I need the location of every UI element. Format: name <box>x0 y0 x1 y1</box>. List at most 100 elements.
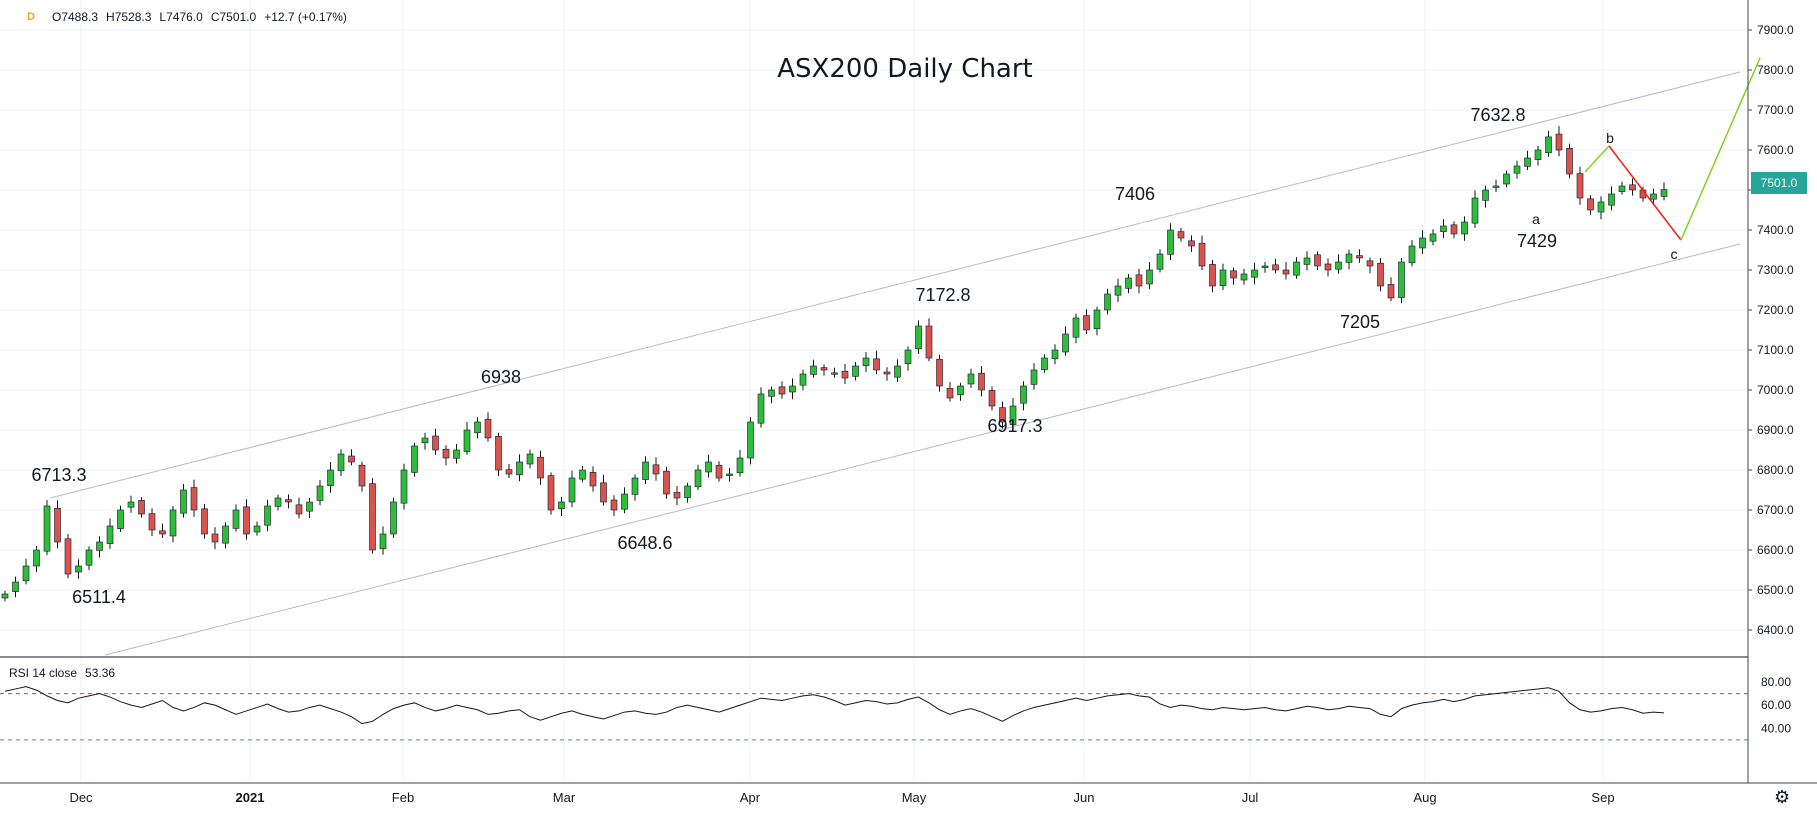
candle <box>1440 219 1447 238</box>
open-value: O7488.3 <box>52 10 99 24</box>
candle-up <box>1114 285 1122 296</box>
candle <box>1156 249 1164 273</box>
candle-up <box>1030 369 1038 385</box>
candle-up <box>1156 253 1164 270</box>
candle <box>169 506 177 543</box>
candle <box>873 350 880 375</box>
candle <box>1408 240 1416 267</box>
candle <box>96 536 103 558</box>
candle <box>337 449 345 476</box>
y-tick-label: 6600.0 <box>1757 543 1794 557</box>
candle-down <box>64 538 72 575</box>
trend-channel <box>49 71 1741 656</box>
candle-up <box>789 385 796 393</box>
x-tick-label: May <box>902 790 927 805</box>
candle <box>915 320 922 354</box>
candle-up <box>117 509 124 530</box>
candle-down <box>285 499 292 503</box>
candle <box>1377 258 1384 292</box>
candle-up <box>1125 277 1132 289</box>
candle <box>831 367 838 378</box>
candle <box>726 468 733 482</box>
candle-down <box>243 506 250 535</box>
candle-up <box>957 385 964 396</box>
candle <box>201 504 208 539</box>
candle-up <box>1093 309 1101 330</box>
candle <box>852 362 859 381</box>
candle-up <box>915 325 922 350</box>
gear-icon[interactable]: ⚙ <box>1774 787 1791 807</box>
candle <box>778 381 786 399</box>
y-tick-label: 7200.0 <box>1757 303 1794 317</box>
candle-down <box>1629 184 1636 191</box>
candle <box>610 495 618 516</box>
candle-down <box>201 508 208 535</box>
candle-up <box>747 421 754 459</box>
candle-down <box>925 325 933 359</box>
candle <box>757 387 765 428</box>
candle <box>400 463 408 510</box>
candle-down <box>358 464 366 487</box>
candle <box>642 456 649 484</box>
candle <box>967 368 975 388</box>
candle <box>75 559 82 579</box>
candle-down <box>610 499 618 511</box>
candle <box>904 346 912 371</box>
candle <box>1429 229 1437 246</box>
rsi-y-tick-label: 80.00 <box>1761 675 1791 689</box>
candle-down <box>1230 270 1237 279</box>
candle-down <box>1387 284 1395 299</box>
candle <box>474 417 481 439</box>
candle-up <box>631 477 639 495</box>
interval-badge[interactable]: D <box>22 8 40 26</box>
x-tick-label: Sep <box>1591 790 1614 805</box>
candle-up <box>1419 237 1426 249</box>
candle-down <box>537 456 544 479</box>
candle-down <box>148 513 156 531</box>
candle-down <box>1450 224 1458 235</box>
candle-down <box>1272 264 1279 271</box>
candle-up <box>1545 136 1552 154</box>
candle-up <box>1072 317 1080 338</box>
channel-lower-line <box>104 243 1741 656</box>
candle-up <box>1492 185 1500 188</box>
candle-down <box>484 418 492 439</box>
candle <box>1272 258 1279 274</box>
price-annotation: 6917.3 <box>987 416 1042 436</box>
candle-up <box>1062 333 1069 353</box>
candle <box>1261 262 1269 273</box>
candle-up <box>799 373 807 386</box>
price-annotation: 7429 <box>1517 231 1557 251</box>
candle-up <box>96 541 103 551</box>
price-annotation: b <box>1606 130 1614 146</box>
candle <box>1335 254 1342 274</box>
price-annotation: 6648.6 <box>617 533 672 553</box>
candle <box>85 546 93 570</box>
candle-down <box>547 475 555 511</box>
low-value: L7476.0 <box>159 10 203 24</box>
candle-up <box>967 373 975 385</box>
candle-up <box>316 485 324 501</box>
candle-up <box>1146 269 1153 285</box>
rsi-line <box>4 686 1665 725</box>
candle-up <box>516 461 523 476</box>
candle <box>1524 150 1531 170</box>
candle-up <box>1219 269 1227 286</box>
candle-down <box>1282 269 1290 275</box>
candle-up <box>253 525 261 533</box>
candle <box>810 359 817 378</box>
candle-up <box>306 501 313 512</box>
candle <box>925 318 933 362</box>
candle-down <box>432 435 439 451</box>
candle-down <box>1566 148 1573 175</box>
candle-up <box>180 489 187 514</box>
candle-up <box>1104 293 1111 311</box>
candle <box>358 461 366 492</box>
candle <box>1240 268 1248 285</box>
candle-down <box>715 464 723 479</box>
y-tick-label: 7600.0 <box>1757 143 1794 157</box>
candle <box>694 464 702 490</box>
candle <box>1093 306 1101 336</box>
